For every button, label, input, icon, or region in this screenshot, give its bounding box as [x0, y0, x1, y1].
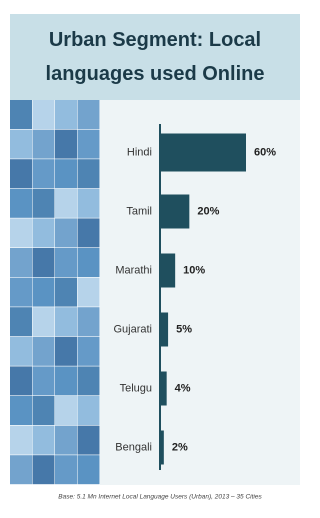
- tile: [10, 278, 32, 307]
- tile: [10, 426, 32, 455]
- tile: [55, 189, 77, 218]
- tile: [78, 159, 100, 188]
- footnote: Base: 5.1 Mn Internet Local Language Use…: [58, 494, 262, 501]
- tile: [33, 278, 55, 307]
- tile: [33, 189, 55, 218]
- tile: [33, 396, 55, 425]
- tile: [10, 130, 32, 159]
- value-label: 10%: [183, 264, 205, 276]
- tile: [10, 307, 32, 336]
- tile: [55, 396, 77, 425]
- bar: [161, 254, 175, 288]
- tile: [55, 307, 77, 336]
- category-label: Marathi: [115, 264, 152, 276]
- value-label: 60%: [254, 146, 276, 158]
- bar: [161, 134, 246, 172]
- tile: [10, 396, 32, 425]
- value-label: 4%: [175, 382, 191, 394]
- tile: [78, 100, 100, 129]
- tile: [33, 130, 55, 159]
- tile: [33, 248, 55, 277]
- tile: [78, 396, 100, 425]
- tile: [10, 337, 32, 366]
- tile: [33, 307, 55, 336]
- tile: [33, 159, 55, 188]
- tile: [78, 248, 100, 277]
- tile: [55, 366, 77, 395]
- category-label: Bengali: [115, 441, 152, 453]
- tile: [10, 366, 32, 395]
- tile: [10, 100, 32, 129]
- tile: [55, 159, 77, 188]
- tile: [33, 455, 55, 484]
- tile: [78, 218, 100, 247]
- tile: [33, 426, 55, 455]
- tile: [55, 248, 77, 277]
- tile: [78, 426, 100, 455]
- tile: [10, 159, 32, 188]
- tile: [55, 426, 77, 455]
- tile: [33, 337, 55, 366]
- tile: [55, 100, 77, 129]
- category-label: Gujarati: [113, 323, 152, 335]
- bar: [161, 431, 164, 465]
- tile: [33, 366, 55, 395]
- tile: [78, 307, 100, 336]
- value-label: 2%: [172, 441, 188, 453]
- tile: [55, 218, 77, 247]
- tile: [10, 248, 32, 277]
- bar: [161, 372, 167, 406]
- tile: [10, 218, 32, 247]
- category-label: Telugu: [120, 382, 152, 394]
- value-label: 5%: [176, 323, 192, 335]
- tile: [78, 455, 100, 484]
- page: Urban Segment: Local languages used Onli…: [0, 0, 311, 518]
- chart: Base: 5.1 Mn Internet Local Language Use…: [0, 0, 311, 518]
- category-label: Hindi: [127, 146, 152, 158]
- tile: [55, 130, 77, 159]
- tile: [10, 189, 32, 218]
- tile: [55, 278, 77, 307]
- tile: [10, 455, 32, 484]
- value-label: 20%: [197, 205, 219, 217]
- tile: [78, 130, 100, 159]
- bar: [161, 195, 189, 229]
- tile: [55, 455, 77, 484]
- decorative-tiles: [10, 100, 100, 484]
- tile: [78, 366, 100, 395]
- tile: [33, 218, 55, 247]
- bar: [161, 313, 168, 347]
- tile: [78, 189, 100, 218]
- tile: [33, 100, 55, 129]
- tile: [55, 337, 77, 366]
- tile: [78, 278, 100, 307]
- category-label: Tamil: [126, 205, 152, 217]
- tile: [78, 337, 100, 366]
